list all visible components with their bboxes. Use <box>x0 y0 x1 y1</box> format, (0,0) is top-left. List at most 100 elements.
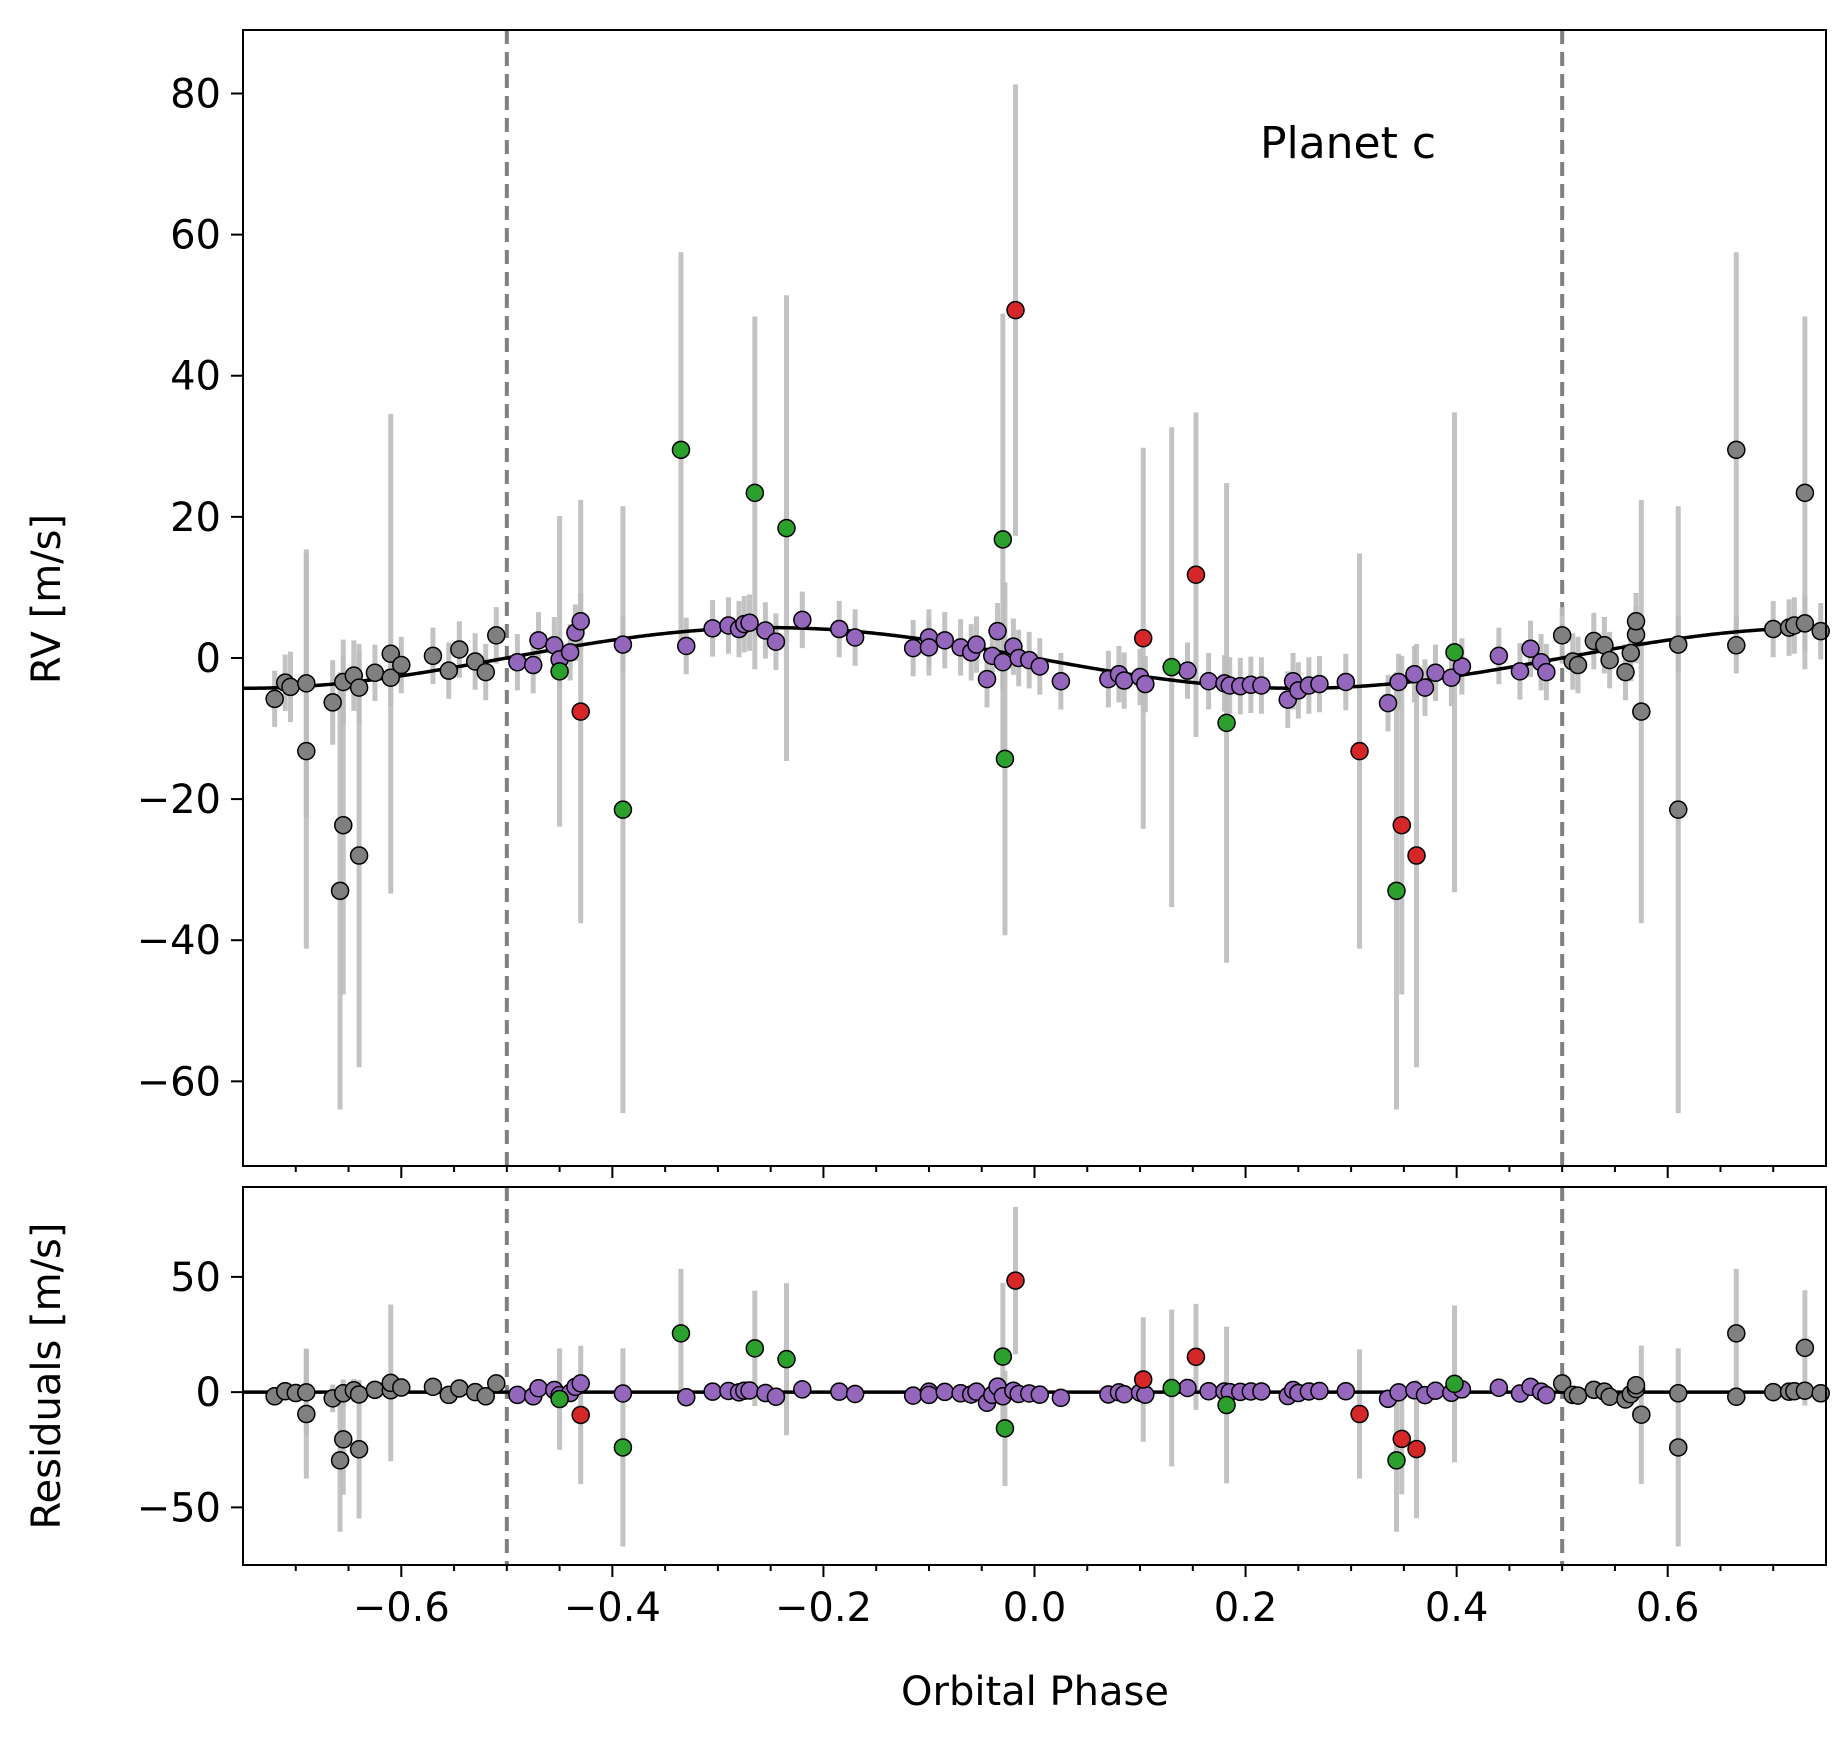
rv-data-point <box>1727 636 1746 655</box>
rv-y-tick-label: −60 <box>137 1059 221 1105</box>
residuals-data-point <box>703 1382 722 1401</box>
rv-y-tick-label: 80 <box>170 72 221 118</box>
rv-data-point <box>1415 678 1435 697</box>
residuals-data-point <box>1178 1378 1197 1398</box>
rv-phase-boundary-lines <box>504 30 1565 1166</box>
residuals-y-tick-label: −50 <box>137 1485 221 1531</box>
residuals-data-point <box>487 1374 506 1393</box>
residuals-data-point <box>671 1324 691 1343</box>
rv-data-point <box>1621 643 1641 663</box>
residuals-data-point <box>349 1385 369 1404</box>
rv-data-point <box>1407 846 1426 865</box>
residuals-data-point <box>508 1385 527 1405</box>
rv-data-point <box>777 518 796 538</box>
rv-data-point <box>550 662 569 681</box>
residuals-y-tick-label: 0 <box>196 1370 221 1416</box>
residuals-data-point <box>1811 1384 1830 1403</box>
rv-data-point <box>756 621 775 640</box>
residuals-data-point <box>1407 1439 1426 1459</box>
rv-data-point <box>1006 300 1025 320</box>
residuals-y-axis-label: Residuals [m/s] <box>24 1223 70 1530</box>
residuals-data-point <box>613 1384 633 1403</box>
residuals-data-point <box>1632 1405 1651 1424</box>
rv-data-point <box>1568 655 1588 675</box>
rv-y-tick-label: 60 <box>170 213 221 259</box>
residuals-data-point <box>297 1383 316 1402</box>
rv-data-point <box>349 678 369 697</box>
rv-data-point <box>349 846 369 865</box>
rv-data-point <box>1199 672 1218 691</box>
rv-data-point <box>977 669 997 689</box>
residuals-data-point <box>740 1381 759 1400</box>
residuals-data-point <box>1669 1438 1688 1457</box>
rv-data-point <box>919 638 939 657</box>
rv-data-point <box>1811 621 1830 641</box>
residuals-data-point <box>571 1405 590 1425</box>
rv-data-point <box>1217 713 1236 733</box>
residuals-y-ticks: −50 0 50 <box>137 1255 243 1531</box>
rv-data-point <box>1763 619 1783 639</box>
rv-data-point <box>1600 650 1619 670</box>
rv-data-point <box>297 741 316 761</box>
rv-data-point <box>423 646 443 666</box>
rv-data-point <box>476 662 495 682</box>
residuals-data-point <box>995 1419 1015 1438</box>
rv-data-point <box>1051 672 1071 691</box>
residuals-y-tick-label: 50 <box>170 1255 221 1301</box>
residuals-data-point <box>613 1438 633 1457</box>
rv-data-point <box>1350 741 1369 761</box>
rv-data-point <box>793 610 812 630</box>
rv-data-point <box>508 652 527 672</box>
rv-data-point <box>676 636 696 656</box>
rv-data-point <box>1669 635 1688 654</box>
rv-data-point <box>1030 657 1050 676</box>
rv-data-point <box>381 668 400 687</box>
rv-data-point <box>381 644 400 663</box>
residuals-data-point <box>476 1387 495 1406</box>
rv-y-ticks: −60 −40 −20 0 20 40 60 80 <box>137 72 243 1105</box>
residuals-data-point <box>1336 1381 1356 1401</box>
rv-data-point <box>571 702 590 721</box>
residuals-data-point <box>1426 1381 1445 1401</box>
planet-label: Planet c <box>1260 118 1436 169</box>
rv-data-point <box>1336 672 1356 692</box>
rv-data-point <box>297 674 316 693</box>
residuals-data-point <box>1669 1384 1688 1403</box>
residuals-data-point <box>993 1347 1013 1366</box>
residuals-data-point <box>1727 1387 1746 1406</box>
residuals-data-point <box>330 1451 350 1470</box>
rv-data-point <box>1552 626 1572 645</box>
rv-data-point <box>935 631 955 650</box>
residuals-data-point <box>365 1380 385 1400</box>
residuals-data-points <box>265 1271 1830 1470</box>
rv-panel: −60 −40 −20 0 20 40 60 80 RV [m/s] Planet c <box>24 29 1830 1178</box>
residuals-x-ticks: −0.6 −0.4 −0.2 0.0 0.2 0.4 0.6 <box>294 1565 1775 1631</box>
residuals-x-tick-label: 0.4 <box>1425 1585 1489 1631</box>
rv-data-point <box>439 661 459 680</box>
rv-data-point <box>571 612 590 631</box>
rv-data-point <box>1186 565 1206 584</box>
residuals-data-point <box>1392 1429 1412 1449</box>
residuals-data-point <box>745 1339 765 1358</box>
rv-data-point <box>671 440 691 460</box>
rv-y-tick-label: −40 <box>137 918 221 964</box>
residuals-data-point <box>919 1385 939 1405</box>
residuals-data-point <box>1133 1370 1153 1389</box>
rv-data-point <box>1392 815 1412 835</box>
rv-data-point <box>1452 657 1472 676</box>
residuals-data-point <box>1727 1324 1746 1343</box>
rv-data-point <box>1387 881 1406 901</box>
residuals-data-point <box>676 1387 696 1407</box>
residuals-data-point <box>1600 1387 1619 1406</box>
rv-data-point <box>1795 483 1815 503</box>
rv-y-tick-label: 40 <box>170 354 221 400</box>
residuals-data-point <box>935 1382 955 1402</box>
residuals-data-point <box>1186 1347 1206 1367</box>
rv-data-point <box>1162 657 1181 677</box>
rv-x-ticks <box>294 1166 1775 1178</box>
rv-data-point <box>995 749 1015 769</box>
residuals-data-point <box>903 1386 923 1405</box>
rv-data-point <box>487 626 506 645</box>
residuals-data-point <box>334 1430 353 1449</box>
rv-data-point <box>1114 671 1134 690</box>
